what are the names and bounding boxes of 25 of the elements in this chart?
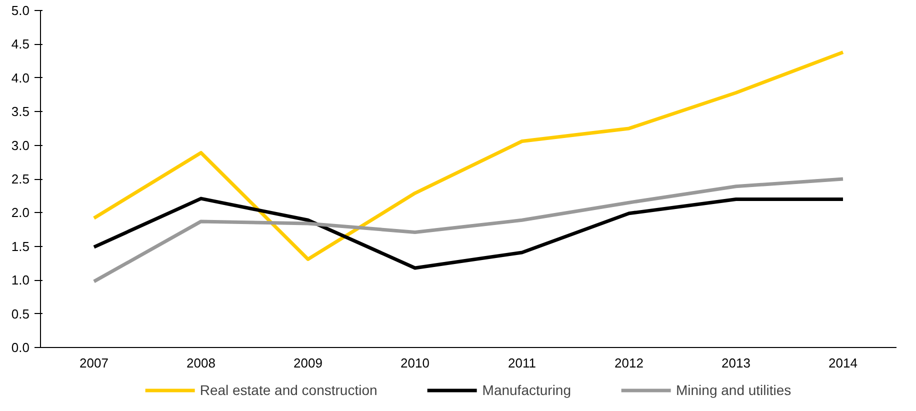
y-tick-label: 3.0 <box>11 138 30 153</box>
x-tick-label: 2007 <box>80 356 108 370</box>
x-tick-label: 2013 <box>722 356 750 370</box>
line-series <box>92 50 845 261</box>
y-tick-label: 4.0 <box>11 70 30 86</box>
x-tick-label: 2012 <box>614 356 644 370</box>
y-tick-label: 1.5 <box>11 238 30 254</box>
x-tick-label: 2014 <box>828 356 858 370</box>
x-tick-label: 2010 <box>400 356 430 370</box>
line-series <box>92 196 845 270</box>
y-tick-label: 0.5 <box>11 306 30 322</box>
y-tick-label: 1.0 <box>11 272 30 288</box>
y-tick-label: 4.5 <box>11 36 30 52</box>
y-tick-label: 5.0 <box>11 3 30 18</box>
x-tick-label: 2008 <box>186 356 216 370</box>
legend-label: Real estate and construction <box>200 382 378 398</box>
y-tick-label: 3.5 <box>11 104 30 120</box>
legend-label: Manufacturing <box>482 382 571 398</box>
line-series <box>92 177 845 284</box>
x-tick-label: 2009 <box>294 356 322 370</box>
y-tick-label: 2.5 <box>11 172 30 186</box>
y-tick-label: 0.0 <box>11 340 30 355</box>
y-tick-label: 2.0 <box>11 205 30 220</box>
x-tick-label: 2011 <box>508 356 536 370</box>
legend-label: Mining and utilities <box>676 382 792 398</box>
